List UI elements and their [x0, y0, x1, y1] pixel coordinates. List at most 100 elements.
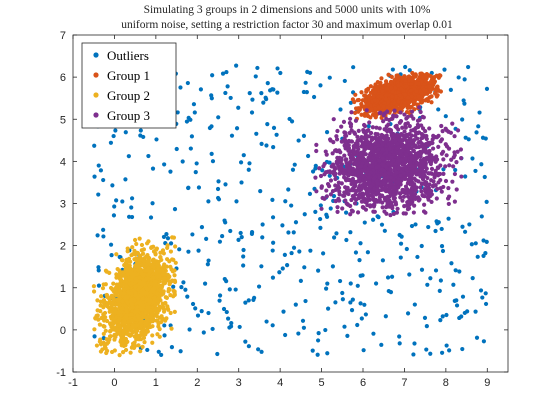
data-point — [369, 145, 374, 150]
data-point — [431, 146, 436, 151]
data-point — [166, 307, 171, 312]
data-point — [328, 170, 333, 175]
data-point — [318, 203, 323, 208]
data-point — [117, 353, 122, 358]
data-point — [398, 255, 403, 260]
data-point — [410, 176, 415, 181]
data-point — [222, 218, 227, 223]
data-point — [364, 145, 369, 151]
data-point — [428, 87, 433, 92]
data-point — [429, 100, 434, 105]
data-point — [337, 278, 343, 284]
data-point — [148, 324, 153, 329]
data-point — [374, 125, 379, 130]
data-point — [159, 267, 165, 272]
data-point — [122, 318, 127, 323]
data-point — [136, 343, 141, 348]
data-point — [356, 109, 361, 114]
data-point — [149, 316, 155, 321]
data-point — [138, 128, 143, 133]
data-point — [112, 337, 117, 342]
data-point — [373, 90, 378, 95]
data-point — [167, 259, 172, 264]
data-point — [391, 158, 396, 163]
data-point — [438, 139, 443, 144]
data-point — [380, 89, 385, 94]
data-point — [324, 188, 329, 193]
data-point — [317, 166, 322, 171]
data-point — [168, 241, 174, 246]
data-point — [291, 245, 297, 250]
data-point — [190, 301, 196, 307]
data-point — [394, 114, 399, 119]
data-point — [345, 185, 350, 190]
data-point — [398, 191, 403, 196]
data-point — [398, 150, 403, 155]
data-point — [310, 169, 316, 174]
data-point — [427, 148, 432, 154]
data-point — [438, 318, 443, 323]
data-point — [101, 313, 106, 319]
data-point — [380, 258, 385, 263]
data-point — [379, 342, 384, 347]
data-point — [425, 282, 430, 287]
data-point — [246, 298, 251, 303]
data-point — [271, 125, 277, 130]
data-point — [330, 264, 335, 269]
data-point — [459, 156, 464, 161]
data-point — [98, 309, 103, 314]
data-point — [178, 85, 183, 90]
data-point — [109, 253, 114, 258]
data-point — [236, 105, 241, 110]
data-point — [129, 253, 134, 258]
data-point — [410, 70, 415, 76]
data-point — [195, 313, 201, 318]
data-point — [418, 185, 423, 190]
data-point — [91, 284, 97, 289]
data-point — [285, 263, 290, 268]
data-point — [111, 321, 116, 326]
data-point — [313, 209, 318, 214]
data-point — [414, 80, 419, 86]
data-point — [460, 294, 466, 299]
data-point — [395, 206, 400, 211]
data-point — [373, 83, 378, 88]
data-point — [381, 181, 386, 186]
data-point — [429, 94, 434, 99]
data-point — [116, 301, 121, 306]
data-point — [270, 323, 275, 328]
data-point — [367, 189, 372, 194]
data-point — [412, 302, 417, 307]
data-point — [413, 133, 418, 138]
data-point — [396, 83, 401, 88]
data-point — [435, 165, 440, 170]
data-point — [172, 309, 177, 315]
data-point — [168, 310, 173, 316]
data-point — [196, 185, 202, 190]
data-point — [429, 178, 434, 183]
data-point — [444, 343, 449, 348]
data-point — [363, 312, 368, 317]
data-point — [434, 219, 439, 224]
data-point — [107, 309, 112, 314]
data-point — [413, 196, 418, 202]
data-point — [139, 332, 144, 337]
data-point — [339, 156, 344, 161]
data-point — [389, 94, 395, 99]
data-point — [385, 200, 390, 205]
data-point — [96, 163, 101, 168]
data-point — [282, 252, 287, 257]
data-point — [391, 185, 396, 191]
data-point — [168, 323, 173, 328]
data-point — [481, 339, 486, 344]
data-point — [322, 196, 327, 201]
data-point — [374, 165, 379, 170]
data-point — [341, 119, 347, 124]
data-point — [359, 90, 364, 95]
data-point — [358, 301, 363, 306]
data-point — [438, 177, 443, 183]
data-point — [371, 331, 376, 336]
data-point — [104, 292, 110, 298]
data-point — [283, 332, 288, 338]
data-point — [411, 148, 416, 154]
